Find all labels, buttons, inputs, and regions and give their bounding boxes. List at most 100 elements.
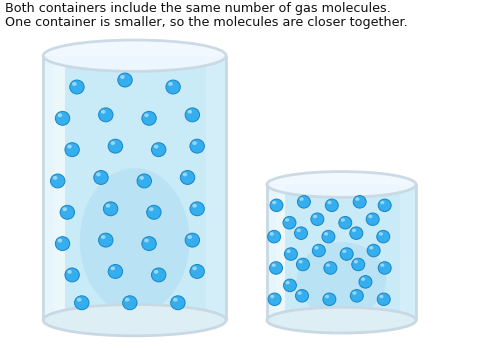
Ellipse shape [142,111,156,125]
Ellipse shape [72,82,76,86]
Ellipse shape [98,233,113,247]
Ellipse shape [352,229,356,232]
Ellipse shape [110,267,115,270]
Ellipse shape [56,237,70,251]
Ellipse shape [378,199,391,212]
Ellipse shape [180,171,195,184]
Ellipse shape [54,308,215,332]
Ellipse shape [118,73,132,87]
Ellipse shape [284,279,296,292]
Ellipse shape [267,172,416,197]
Ellipse shape [380,295,384,298]
Ellipse shape [366,213,379,226]
Ellipse shape [67,145,72,149]
Ellipse shape [122,296,137,310]
FancyBboxPatch shape [400,184,416,320]
Ellipse shape [94,171,108,184]
Ellipse shape [326,199,338,212]
Ellipse shape [286,281,290,284]
Ellipse shape [58,239,62,243]
Ellipse shape [106,204,110,208]
Ellipse shape [168,82,173,86]
Ellipse shape [350,227,363,239]
Ellipse shape [377,293,390,306]
Ellipse shape [300,197,304,201]
Ellipse shape [65,143,80,157]
Ellipse shape [350,290,364,302]
Ellipse shape [284,248,298,260]
Ellipse shape [56,111,70,125]
Ellipse shape [312,244,326,257]
Ellipse shape [190,264,204,278]
Ellipse shape [380,263,384,267]
Ellipse shape [58,113,62,117]
Text: One container is smaller, so the molecules are closer together.: One container is smaller, so the molecul… [5,16,407,29]
Ellipse shape [154,270,158,274]
Ellipse shape [185,108,200,122]
Ellipse shape [294,227,308,239]
Ellipse shape [144,113,149,117]
Ellipse shape [367,244,380,257]
Ellipse shape [154,145,158,149]
Ellipse shape [270,295,274,298]
Ellipse shape [341,218,345,222]
FancyBboxPatch shape [44,56,65,320]
Ellipse shape [298,291,302,295]
Ellipse shape [125,298,130,302]
Ellipse shape [340,248,353,260]
Ellipse shape [44,304,226,336]
Ellipse shape [296,290,308,302]
Ellipse shape [146,205,161,219]
Ellipse shape [270,232,274,236]
Ellipse shape [353,196,366,208]
Ellipse shape [283,216,296,229]
Ellipse shape [354,260,358,263]
Ellipse shape [188,110,192,114]
Ellipse shape [166,80,180,94]
Ellipse shape [140,176,144,180]
Ellipse shape [339,216,352,229]
Ellipse shape [192,267,197,270]
Ellipse shape [120,75,124,79]
Ellipse shape [276,310,407,330]
Ellipse shape [62,207,67,211]
Ellipse shape [380,201,384,204]
Ellipse shape [296,242,386,317]
Ellipse shape [379,232,383,236]
Ellipse shape [137,174,152,188]
Ellipse shape [342,250,346,253]
Ellipse shape [44,40,226,71]
Ellipse shape [272,263,276,267]
Ellipse shape [356,197,360,201]
Ellipse shape [152,268,166,282]
Ellipse shape [110,141,115,145]
Ellipse shape [325,295,329,298]
Ellipse shape [359,276,372,288]
Ellipse shape [77,298,82,302]
Ellipse shape [108,264,122,278]
Ellipse shape [323,293,336,306]
Ellipse shape [80,168,190,314]
Ellipse shape [322,230,335,243]
Ellipse shape [101,110,105,114]
Ellipse shape [298,196,310,208]
Ellipse shape [377,230,390,243]
Ellipse shape [369,246,374,250]
Ellipse shape [60,205,74,219]
Ellipse shape [108,139,122,153]
Ellipse shape [188,235,192,239]
Ellipse shape [190,139,204,153]
FancyBboxPatch shape [44,56,226,320]
Ellipse shape [185,233,200,247]
Ellipse shape [170,296,185,310]
Ellipse shape [328,201,332,204]
Ellipse shape [70,80,84,94]
Ellipse shape [50,174,65,188]
Ellipse shape [267,307,416,333]
FancyBboxPatch shape [267,184,416,320]
Ellipse shape [368,215,372,218]
Ellipse shape [144,239,149,243]
Ellipse shape [182,173,188,176]
Ellipse shape [74,296,89,310]
Ellipse shape [286,250,290,253]
